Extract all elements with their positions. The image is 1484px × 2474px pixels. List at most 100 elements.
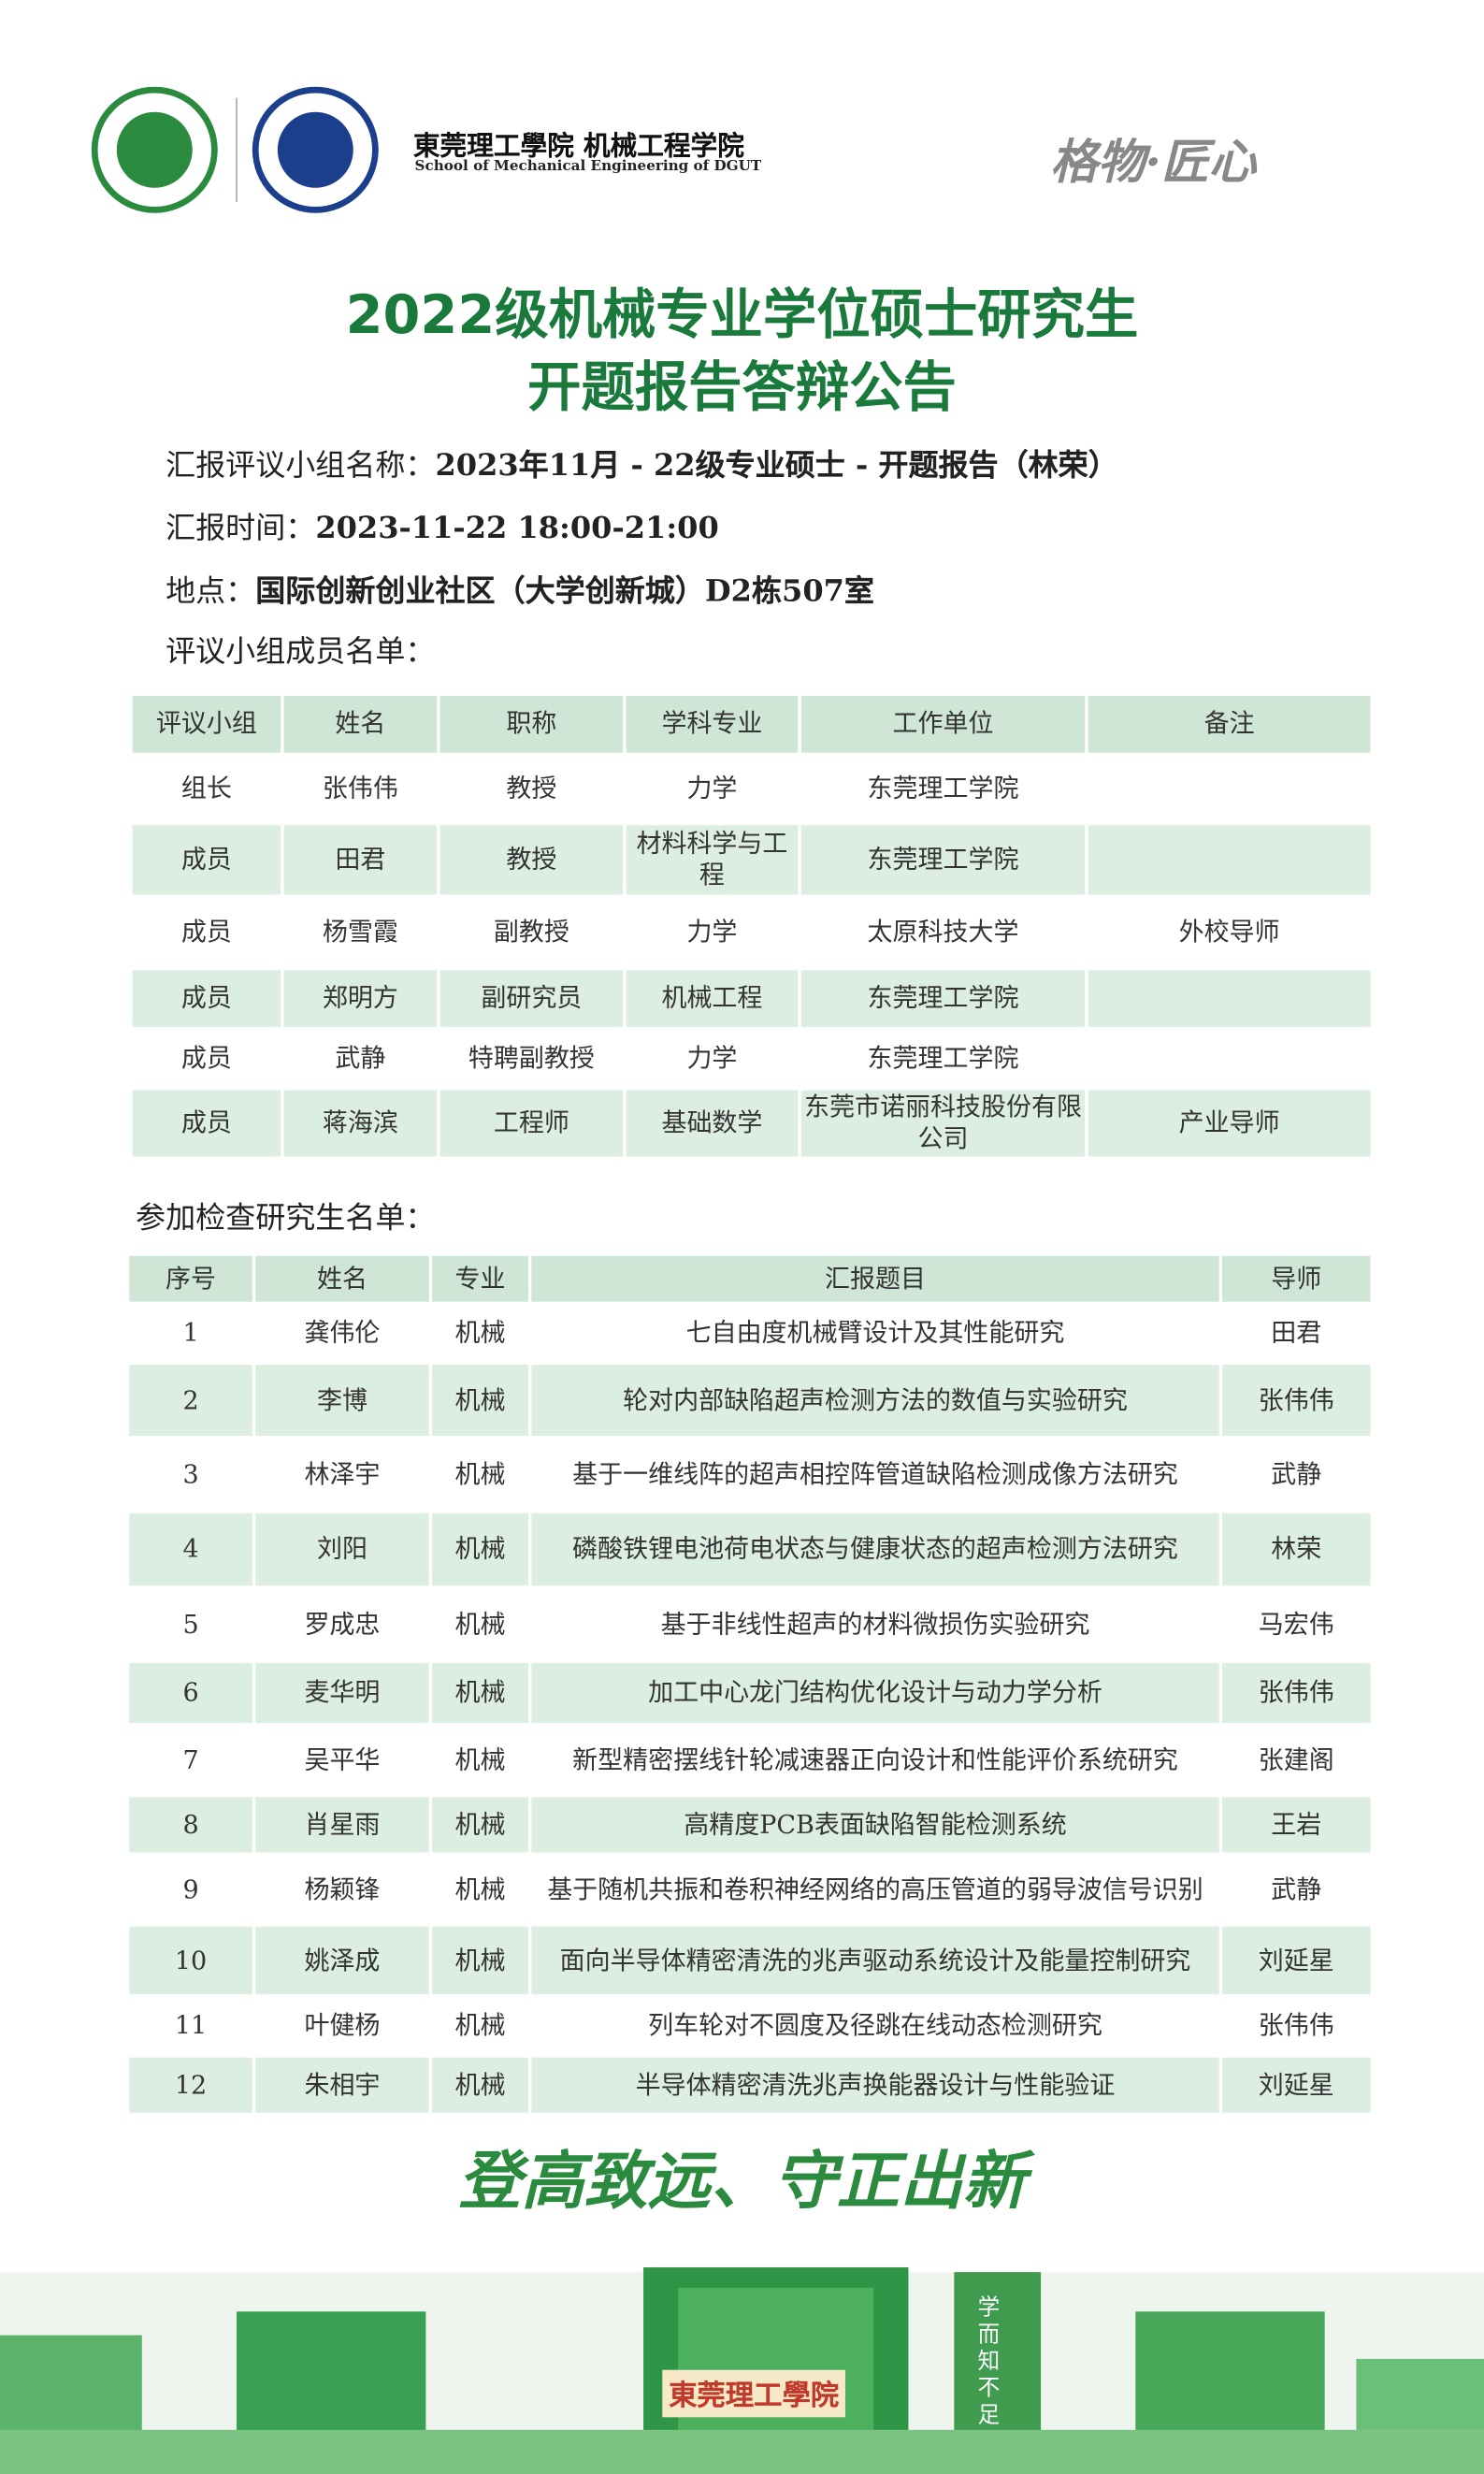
- cell: 田君: [281, 821, 440, 898]
- committee-table: 评议小组 姓名 职称 学科专业 工作单位 备注 组长 张伟伟 教授 力学 东莞理工学院 成员 田君 教授材…: [129, 692, 1374, 1160]
- cell: 罗成忠: [252, 1585, 433, 1663]
- row: 4 刘阳 机械 磷酸铁锂电池荷电状态与健康状态的超声检测方法研究 林荣: [125, 1510, 1374, 1589]
- column-header: 序号: [125, 1252, 256, 1306]
- cell: 外校导师: [1085, 894, 1374, 971]
- header-row: 评议小组 姓名 职称 学科专业 工作单位 备注: [129, 692, 1374, 757]
- cell: 机械: [428, 1436, 532, 1513]
- row: 成员 武静 特聘副教授 力学 东莞理工学院: [129, 1027, 1374, 1091]
- column-header: 职称: [437, 692, 627, 757]
- row: 组长 张伟伟 教授 力学 东莞理工学院: [129, 752, 1374, 826]
- column-header: 汇报题目: [527, 1252, 1223, 1306]
- cell: 东莞市诺丽科技股份有限公司: [798, 1087, 1088, 1160]
- row: 成员 杨雪霞 副教授 力学 太原科技大学 外校导师: [129, 894, 1374, 971]
- cell: 9: [125, 1852, 256, 1927]
- cell: 七自由度机械臂设计及其性能研究: [527, 1301, 1223, 1366]
- cell: 张伟伟: [281, 752, 440, 826]
- cell: [1085, 967, 1374, 1031]
- school-name: 東莞理工學院 机械工程学院: [412, 131, 744, 163]
- cell: 机械: [428, 1361, 532, 1440]
- cell: 机械: [428, 1794, 532, 1856]
- row: 10 姚泽成 机械 面向半导体精密清洗的兆声驱动系统设计及能量控制研究 刘延星: [125, 1923, 1374, 1998]
- cell: 刘延星: [1218, 2054, 1374, 2117]
- row: 6 麦华明 机械 加工中心龙门结构优化设计与动力学分析 张伟伟: [125, 1659, 1374, 1727]
- cell: 龚伟伦: [252, 1301, 433, 1366]
- cell: 机械工程: [623, 967, 801, 1031]
- cell: 机械: [428, 1301, 532, 1366]
- cell: 轮对内部缺陷超声检测方法的数值与实验研究: [527, 1361, 1223, 1440]
- info-value: 2023-11-22 18:00-21:00: [315, 511, 719, 546]
- title: 开题报告答辩公告: [527, 356, 957, 420]
- cell: 武静: [1218, 1852, 1374, 1927]
- cell: 吴平华: [252, 1723, 433, 1798]
- cell: 机械: [428, 1852, 532, 1927]
- cell: 李博: [252, 1361, 433, 1440]
- column-header: 学科专业: [623, 692, 801, 757]
- cell: 张伟伟: [1218, 1994, 1374, 2058]
- cell: 林荣: [1218, 1510, 1374, 1589]
- cell: 武静: [281, 1027, 440, 1091]
- cell: 材料科学与工程: [623, 821, 801, 898]
- cell: 麦华明: [252, 1659, 433, 1727]
- cell: 特聘副教授: [437, 1027, 627, 1091]
- row: 12 朱相宇 机械 半导体精密清洗兆声换能器设计与性能验证 刘延星: [125, 2054, 1374, 2117]
- cell: 朱相宇: [252, 2054, 433, 2117]
- cell: 张伟伟: [1218, 1659, 1374, 1727]
- cell: 叶健杨: [252, 1994, 433, 2058]
- row: 8 肖星雨 机械 高精度PCB表面缺陷智能检测系统 王岩: [125, 1794, 1374, 1856]
- section-heading: 评议小组成员名单：: [166, 634, 436, 670]
- section-heading: 参加检查研究生名单：: [136, 1200, 436, 1236]
- cell: 杨颖锋: [252, 1852, 433, 1927]
- slogan: 登高致远、守正出新: [457, 2144, 1027, 2219]
- cell: 东莞理工学院: [798, 821, 1088, 898]
- row: 11 叶健杨 机械 列车轮对不圆度及径跳在线动态检测研究 张伟伟: [125, 1994, 1374, 2058]
- cell: 武静: [1218, 1436, 1374, 1513]
- cell: 基于非线性超声的材料微损伤实验研究: [527, 1585, 1223, 1663]
- cell: 张伟伟: [1218, 1361, 1374, 1440]
- cell: 成员: [129, 821, 284, 898]
- cell: 王岩: [1218, 1794, 1374, 1856]
- cell: 6: [125, 1659, 256, 1727]
- cell: 东莞理工学院: [798, 752, 1088, 826]
- cell: 1: [125, 1301, 256, 1366]
- cell: 产业导师: [1085, 1087, 1374, 1160]
- cell: 加工中心龙门结构优化设计与动力学分析: [527, 1659, 1223, 1727]
- info-value: 2023年11月 - 22级专业硕士 - 开题报告（林荣）: [435, 448, 1118, 484]
- column-header: 备注: [1085, 692, 1374, 757]
- cell: 姚泽成: [252, 1923, 433, 1998]
- row: 5 罗成忠 机械 基于非线性超声的材料微损伤实验研究 马宏伟: [125, 1585, 1374, 1663]
- header-row: 序号 姓名 专业 汇报题目 导师: [125, 1252, 1374, 1306]
- students-table: 序号 姓名 专业 汇报题目 导师 1 龚伟伦 机械 七自由度机械臂设计及其性能研究 田君 2 李博 机械…: [125, 1252, 1374, 2117]
- row: 9 杨颖锋 机械 基于随机共振和卷积神经网络的高压管道的弱导波信号识别 武静: [125, 1852, 1374, 1927]
- info-label: 地点：: [166, 574, 256, 610]
- cell: 机械: [428, 1659, 532, 1727]
- cell: 面向半导体精密清洗的兆声驱动系统设计及能量控制研究: [527, 1923, 1223, 1998]
- cell: 机械: [428, 1923, 532, 1998]
- row: 2 李博 机械 轮对内部缺陷超声检测方法的数值与实验研究 张伟伟: [125, 1361, 1374, 1440]
- column-header: 评议小组: [129, 692, 284, 757]
- cell: 林泽宇: [252, 1436, 433, 1513]
- row: 成员 郑明方 副研究员 机械工程 东莞理工学院: [129, 967, 1374, 1031]
- cell: 成员: [129, 1027, 284, 1091]
- cell: 力学: [623, 752, 801, 826]
- cell: 磷酸铁锂电池荷电状态与健康状态的超声检测方法研究: [527, 1510, 1223, 1589]
- cell: 4: [125, 1510, 256, 1589]
- cell: 列车轮对不圆度及径跳在线动态检测研究: [527, 1994, 1223, 2058]
- column-header: 姓名: [252, 1252, 433, 1306]
- cell: 基础数学: [623, 1087, 801, 1160]
- cell: 机械: [428, 1585, 532, 1663]
- column-header: 工作单位: [798, 692, 1088, 757]
- cell: 3: [125, 1436, 256, 1513]
- cell: 蒋海滨: [281, 1087, 440, 1160]
- cell: 东莞理工学院: [798, 967, 1088, 1031]
- info-line: 汇报评议小组名称：2023年11月 - 22级专业硕士 - 开题报告（林荣）: [166, 441, 1118, 485]
- cell: 7: [125, 1723, 256, 1798]
- cell: 成员: [129, 967, 284, 1031]
- cell: 成员: [129, 1087, 284, 1160]
- row: 1 龚伟伦 机械 七自由度机械臂设计及其性能研究 田君: [125, 1301, 1374, 1366]
- cell: [1085, 821, 1374, 898]
- cell: 教授: [437, 821, 627, 898]
- column-header: 姓名: [281, 692, 440, 757]
- cell: 张建阁: [1218, 1723, 1374, 1798]
- row: 成员 田君 教授 材料科学与工程 东莞理工学院: [129, 821, 1374, 898]
- cell: 力学: [623, 1027, 801, 1091]
